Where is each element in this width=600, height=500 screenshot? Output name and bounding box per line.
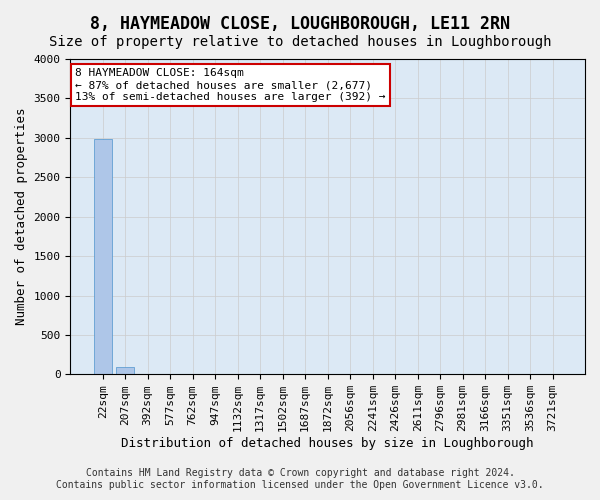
Text: Size of property relative to detached houses in Loughborough: Size of property relative to detached ho… <box>49 35 551 49</box>
X-axis label: Distribution of detached houses by size in Loughborough: Distribution of detached houses by size … <box>121 437 534 450</box>
Y-axis label: Number of detached properties: Number of detached properties <box>15 108 28 326</box>
Text: 8 HAYMEADOW CLOSE: 164sqm
← 87% of detached houses are smaller (2,677)
13% of se: 8 HAYMEADOW CLOSE: 164sqm ← 87% of detac… <box>76 68 386 102</box>
Bar <box>116 366 134 374</box>
Bar <box>94 140 112 374</box>
Text: 8, HAYMEADOW CLOSE, LOUGHBOROUGH, LE11 2RN: 8, HAYMEADOW CLOSE, LOUGHBOROUGH, LE11 2… <box>90 15 510 33</box>
Text: Contains HM Land Registry data © Crown copyright and database right 2024.
Contai: Contains HM Land Registry data © Crown c… <box>56 468 544 490</box>
